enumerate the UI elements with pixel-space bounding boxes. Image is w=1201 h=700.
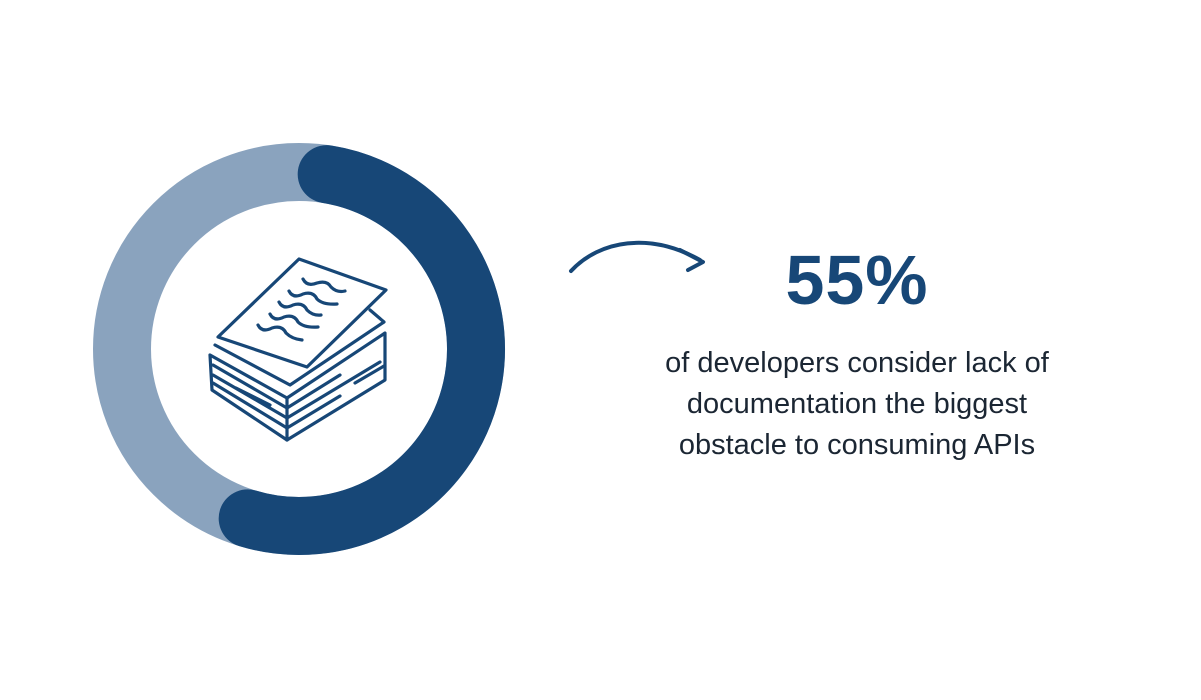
- description-line: obstacle to consuming APIs: [678, 429, 1036, 461]
- document-stack-icon: [208, 257, 388, 442]
- description-line: of developers consider lack of: [665, 347, 1049, 379]
- description-line: documentation the biggest: [686, 388, 1028, 420]
- arrow-head-icon: [678, 248, 705, 272]
- stat-value: 55%: [785, 241, 929, 319]
- stat-description: of developers consider lack of documenta…: [560, 343, 1154, 466]
- donut-slice-value: [218, 145, 505, 555]
